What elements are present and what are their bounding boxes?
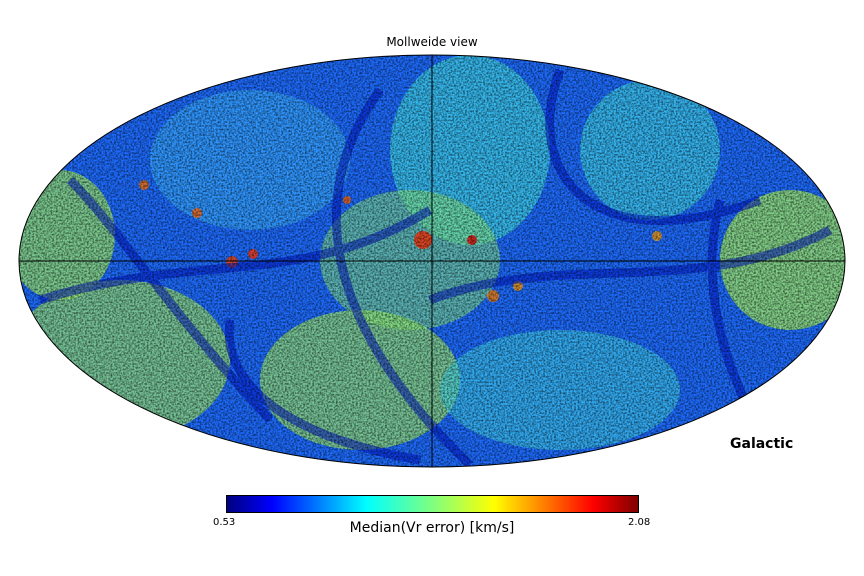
colorbar-max-label: 2.08 bbox=[628, 517, 651, 528]
coordinate-system-label: Galactic bbox=[730, 436, 794, 452]
colorbar-title: Median(Vr error) [km/s] bbox=[349, 520, 515, 536]
colorbar-min-label: 0.53 bbox=[213, 517, 236, 528]
chart-title: Mollweide view bbox=[386, 35, 478, 49]
colorbar-gradient bbox=[227, 496, 638, 512]
colorbar bbox=[226, 495, 639, 513]
map-boundary bbox=[18, 54, 846, 468]
